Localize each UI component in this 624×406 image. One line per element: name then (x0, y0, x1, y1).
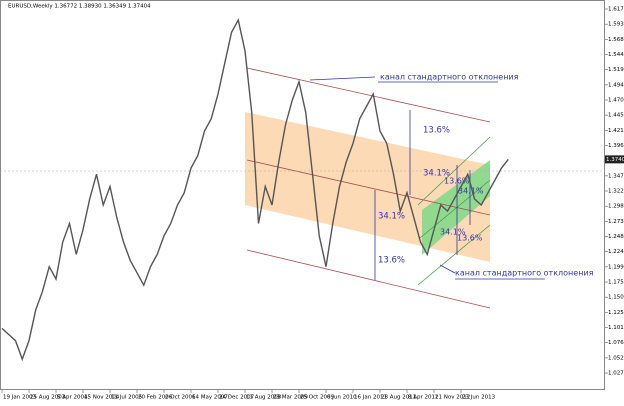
long-channel (246, 67, 491, 309)
y-tick-label: 1.15050 (608, 295, 624, 301)
y-tick-label: 1.24890 (608, 234, 624, 240)
x-tick-label: 8 Apr 2012 (408, 395, 439, 401)
percent-label: 13.6% (378, 256, 405, 266)
y-tick-label: 1.22430 (608, 249, 624, 255)
y-tick-label: 1.32270 (608, 189, 624, 195)
x-tick-label: 11 Aug 2008 (246, 395, 282, 401)
percent-label: 13.6% (444, 177, 470, 186)
x-tick-label: 2 Oct 2006 (165, 395, 196, 401)
x-tick-label: 16 Jan 2011 (354, 395, 387, 401)
y-tick-label: 1.12590 (608, 310, 624, 316)
y-tick-label: 1.54410 (608, 52, 624, 58)
y-tick-label: 1.56870 (608, 37, 624, 43)
price-line-series (1, 18, 509, 362)
y-tick-label: 1.42110 (608, 128, 624, 134)
channel-label: канал стандартного отклонения (380, 73, 519, 82)
y-tick-label: 1.34730 (608, 173, 624, 179)
measure-arrows (309, 76, 545, 280)
y-tick-label: 1.10130 (608, 325, 624, 331)
percent-label: 34.1% (378, 212, 405, 222)
x-tick-label: 11 Nov 2012 (435, 395, 470, 401)
x-tick-label: 5 Apr 2004 (57, 395, 88, 401)
x-tick-label: 24 Dec 2007 (219, 395, 255, 401)
x-tick-label: 15 Nov 2004 (84, 395, 120, 401)
x-tick-label: 19 Jan 2003 (3, 395, 36, 401)
y-tick-label: 1.59330 (608, 22, 624, 28)
percent-label: 13.6% (457, 234, 483, 243)
x-tick-label: 25 Aug 2003 (30, 395, 66, 401)
y-tick-label: 1.27350 (608, 219, 624, 225)
y-tick-label: 1.19970 (608, 264, 624, 270)
percent-label: 34.1% (458, 187, 484, 196)
y-tick-label: 1.17510 (608, 280, 624, 286)
percent-label: 34.1% (423, 169, 450, 179)
x-tick-label: 20 Feb 2006 (138, 395, 173, 401)
percent-label: 13.6% (423, 126, 450, 136)
x-tick-label: 11 Jul 2005 (111, 395, 143, 401)
y-tick-label: 1.29810 (608, 204, 624, 210)
current-price-box (605, 155, 624, 164)
symbol-header: EURUSD,Weekly 1.36772 1.38930 1.36349 1.… (8, 4, 151, 10)
y-tick-label: 1.61790 (608, 7, 624, 13)
x-tick-label: 23 Mar 2009 (273, 395, 308, 401)
y-tick-label: 1.02750 (608, 371, 624, 377)
y-tick-label: 1.39650 (608, 143, 624, 149)
x-tick-label: 14 May 2007 (192, 395, 228, 401)
current-price-label: 1.37404 (606, 157, 624, 163)
y-tick-label: 1.05210 (608, 355, 624, 361)
x-tick-label: 28 Aug 2011 (381, 395, 416, 401)
y-tick-label: 1.47030 (608, 98, 624, 104)
y-tick-label: 1.51950 (608, 67, 624, 73)
x-tick-label: 23 Jun 2013 (462, 395, 496, 401)
percent-label: 34.1% (440, 228, 466, 237)
x-tick-label: 6 Jun 2010 (327, 395, 357, 401)
x-tick-label: 25 Oct 2009 (300, 395, 335, 401)
channel-label: канал стандартного отклонения (455, 269, 594, 278)
y-tick-label: 1.07670 (608, 340, 624, 346)
y-tick-label: 1.49490 (608, 82, 624, 88)
y-tick-label: 1.44570 (608, 113, 624, 119)
